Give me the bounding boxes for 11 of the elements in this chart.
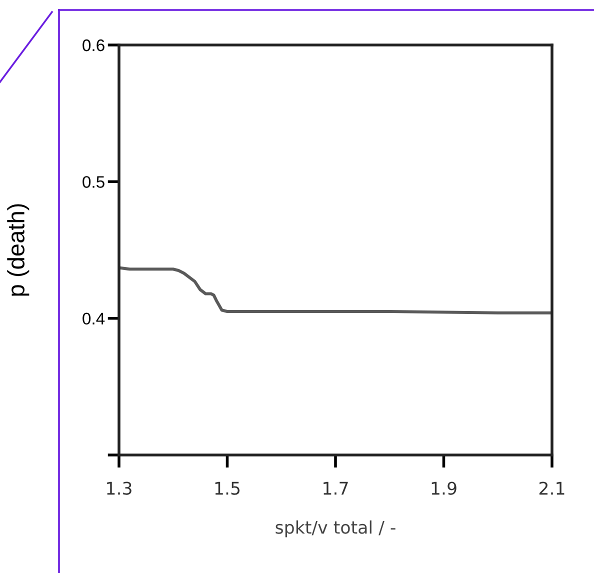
x-tick-label: 1.9 xyxy=(432,482,456,495)
x-tick-label: 1.3 xyxy=(107,482,132,495)
line-series xyxy=(119,266,552,314)
x-tick-label: 1.7 xyxy=(324,482,348,495)
y-axis-title: p (death) xyxy=(7,204,30,296)
x-tick-label: 1.5 xyxy=(215,482,240,495)
y-tick-label: 0.4 xyxy=(82,312,105,325)
y-tick-label: 0.6 xyxy=(82,39,104,52)
y-tick-label: 0.5 xyxy=(82,176,104,188)
x-tick-label: 2.1 xyxy=(539,482,564,495)
x-axis-title: spkt/v total / - xyxy=(276,520,396,538)
